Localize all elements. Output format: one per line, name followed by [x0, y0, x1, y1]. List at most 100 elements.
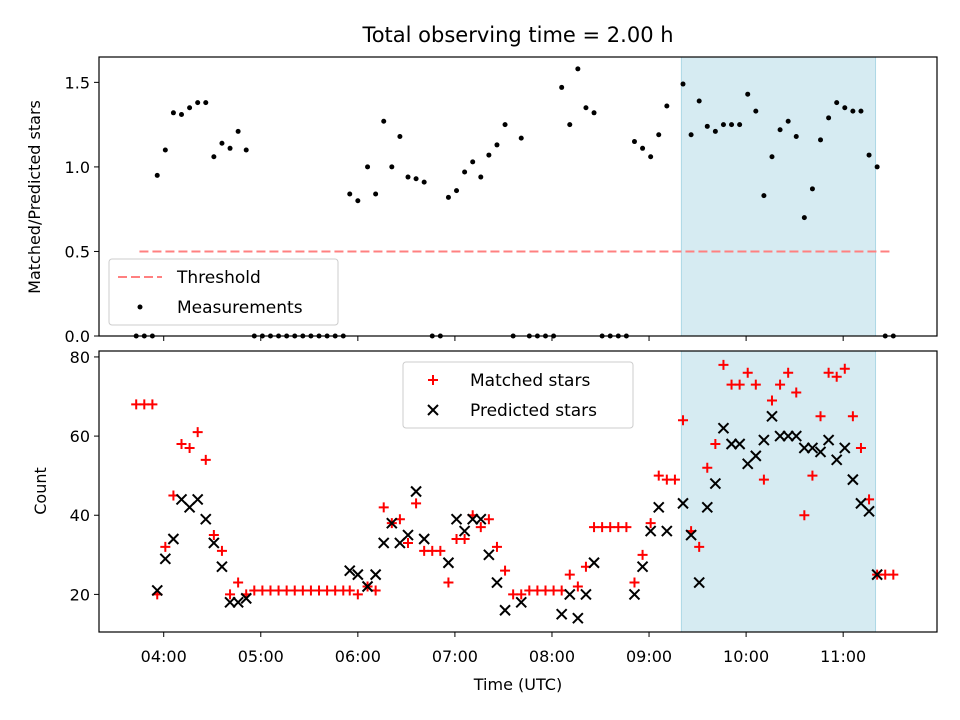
predicted-star-point [790, 430, 802, 442]
matched-star-point [378, 502, 389, 513]
legend-predicted-swatch [427, 404, 439, 416]
matched-star-point [225, 589, 236, 600]
matched-star-point [475, 522, 486, 533]
x-tick-label: 08:00 [529, 647, 575, 666]
measurement-point [421, 179, 427, 185]
measurement-point [397, 133, 403, 139]
predicted-star-point [725, 438, 738, 450]
measurement-point [373, 191, 379, 197]
x-tick-label: 11:00 [820, 647, 866, 666]
matched-star-point [637, 549, 648, 560]
matched-star-point [758, 474, 769, 485]
bottom-y-tick-label: 60 [70, 427, 90, 446]
x-tick-label: 06:00 [335, 647, 381, 666]
matched-star-point [645, 518, 656, 529]
bottom-y-tick-label: 40 [70, 506, 90, 525]
matched-star-point [208, 530, 219, 541]
predicted-star-point [572, 612, 584, 624]
predicted-star-point [628, 588, 641, 601]
measurement-point [761, 193, 767, 199]
matched-star-point [888, 569, 899, 580]
measurement-point [478, 174, 484, 180]
top-y-axis: 0.0 0.5 1.0 1.5 [65, 73, 844, 346]
measurement-point [347, 191, 353, 197]
predicted-star-point [224, 596, 236, 609]
measurement-point [656, 132, 662, 138]
matched-star-point [750, 379, 761, 390]
measurement-point [842, 105, 848, 111]
predicted-star-point [344, 564, 356, 577]
matched-star-point [839, 363, 850, 374]
measurement-point [793, 133, 799, 139]
top-legend-box [108, 258, 339, 326]
bottom-plot-frame [98, 350, 938, 633]
top-y-tick-label: 0.0 [65, 327, 90, 346]
matched-star-point [629, 577, 640, 588]
matched-star-point [831, 371, 842, 382]
measurement-point [405, 174, 411, 180]
matched-star-point [791, 387, 802, 398]
measurement-point [866, 152, 872, 158]
matched-star-point [147, 399, 158, 410]
matched-star-point [160, 541, 171, 552]
measurement-point [486, 152, 492, 158]
matched-star-point [799, 510, 810, 521]
measurement-point [850, 108, 856, 114]
predicted-star-point [661, 525, 673, 537]
matched-star-point [823, 367, 834, 378]
matched-star-point [216, 545, 227, 556]
matched-star-point [564, 569, 575, 580]
predicted-star-point [555, 608, 568, 620]
predicted-star-point [588, 557, 600, 569]
top-legend: Threshold Measurements [108, 258, 339, 326]
measurement-point [365, 164, 371, 170]
predicted-star-point [515, 596, 527, 609]
measurement-point [720, 122, 726, 128]
matched-star-point [855, 442, 866, 453]
measurement-point [559, 84, 565, 90]
matched-star-point [669, 474, 680, 485]
matched-star-point [710, 439, 721, 450]
measurement-point [874, 164, 880, 170]
measurement-point [664, 103, 670, 109]
predicted-star-point [410, 485, 422, 498]
measurement-point [195, 100, 201, 106]
top-highlight-span [681, 57, 876, 336]
predicted-star-point [442, 557, 455, 569]
measurement-point [170, 110, 176, 116]
matched-star-point [694, 541, 705, 552]
matched-star-point [847, 411, 858, 422]
measurement-point [809, 186, 815, 192]
measurement-point [470, 159, 476, 165]
predicted-star-point [830, 454, 843, 466]
measurement-point [696, 98, 702, 104]
predicted-star-point [208, 537, 220, 549]
matched-star-point [500, 565, 511, 576]
measurement-point [567, 122, 573, 128]
measurement-point [737, 122, 743, 128]
matched-star-point [233, 577, 244, 588]
predicted-star-point [782, 430, 794, 442]
predicted-star-point [717, 422, 730, 434]
measurement-point [494, 142, 500, 148]
predicted-star-point [750, 450, 762, 462]
top-marks [133, 57, 896, 339]
measurement-point [712, 128, 718, 134]
predicted-star-point [863, 505, 875, 517]
matched-star-point [491, 541, 502, 552]
matched-star-point [775, 379, 786, 390]
matched-star-point [742, 367, 753, 378]
predicted-star-point [871, 568, 883, 581]
predicted-star-point [458, 525, 471, 537]
predicted-star-point [369, 568, 382, 581]
measurement-point [834, 100, 840, 106]
predicted-star-point [475, 513, 487, 525]
predicted-star-point [677, 497, 689, 510]
matched-star-point [344, 585, 355, 596]
legend-matched-label: Matched stars [470, 371, 590, 391]
predicted-star-point [822, 434, 835, 446]
predicted-star-point [701, 501, 713, 514]
predicted-star-point [806, 442, 819, 454]
predicted-star-point [159, 553, 172, 565]
measurement-point [704, 123, 710, 129]
